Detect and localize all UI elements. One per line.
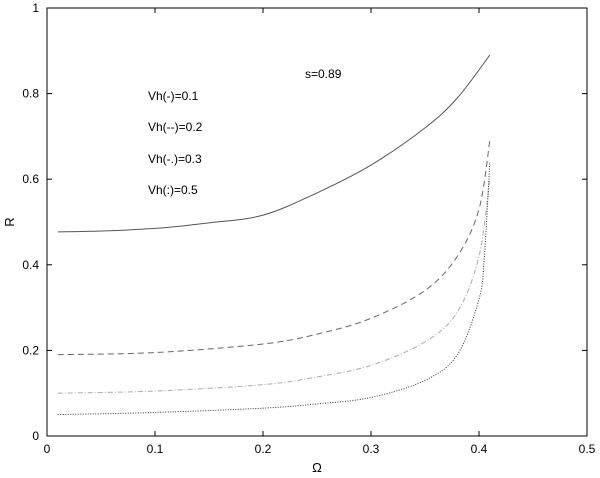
legend-vh-solid: Vh(-)=0.1	[148, 89, 199, 103]
series-line-dotted	[57, 162, 491, 416]
x-tick-label: 0	[44, 442, 51, 456]
y-tick-label: 1	[32, 1, 39, 15]
x-tick-label: 0.5	[579, 442, 596, 456]
series-line-dashed	[57, 140, 491, 356]
plot-frame	[46, 7, 588, 437]
x-tick-label: 0.3	[363, 442, 380, 456]
y-axis-label: R	[2, 217, 17, 226]
x-tick-label: 0.2	[255, 442, 272, 456]
x-tick-label: 0.1	[147, 442, 164, 456]
y-tick-label: 0.8	[22, 87, 39, 101]
y-tick-label: 0.6	[22, 172, 39, 186]
series-line-solid	[57, 54, 491, 233]
y-tick-label: 0.2	[22, 343, 39, 357]
x-axis-label: Ω	[312, 460, 322, 475]
x-tick-label: 0.4	[471, 442, 488, 456]
y-tick-label: 0.4	[22, 258, 39, 272]
annotation-s: s=0.89	[305, 67, 342, 81]
legend-vh-dashdot: Vh(-.)=0.3	[148, 152, 202, 166]
series-line-dash-dot	[57, 179, 491, 394]
y-tick-label: 0	[32, 429, 39, 443]
legend-vh-dashed: Vh(--)=0.2	[148, 120, 203, 134]
legend-vh-dotted: Vh(:)=0.5	[148, 183, 198, 197]
